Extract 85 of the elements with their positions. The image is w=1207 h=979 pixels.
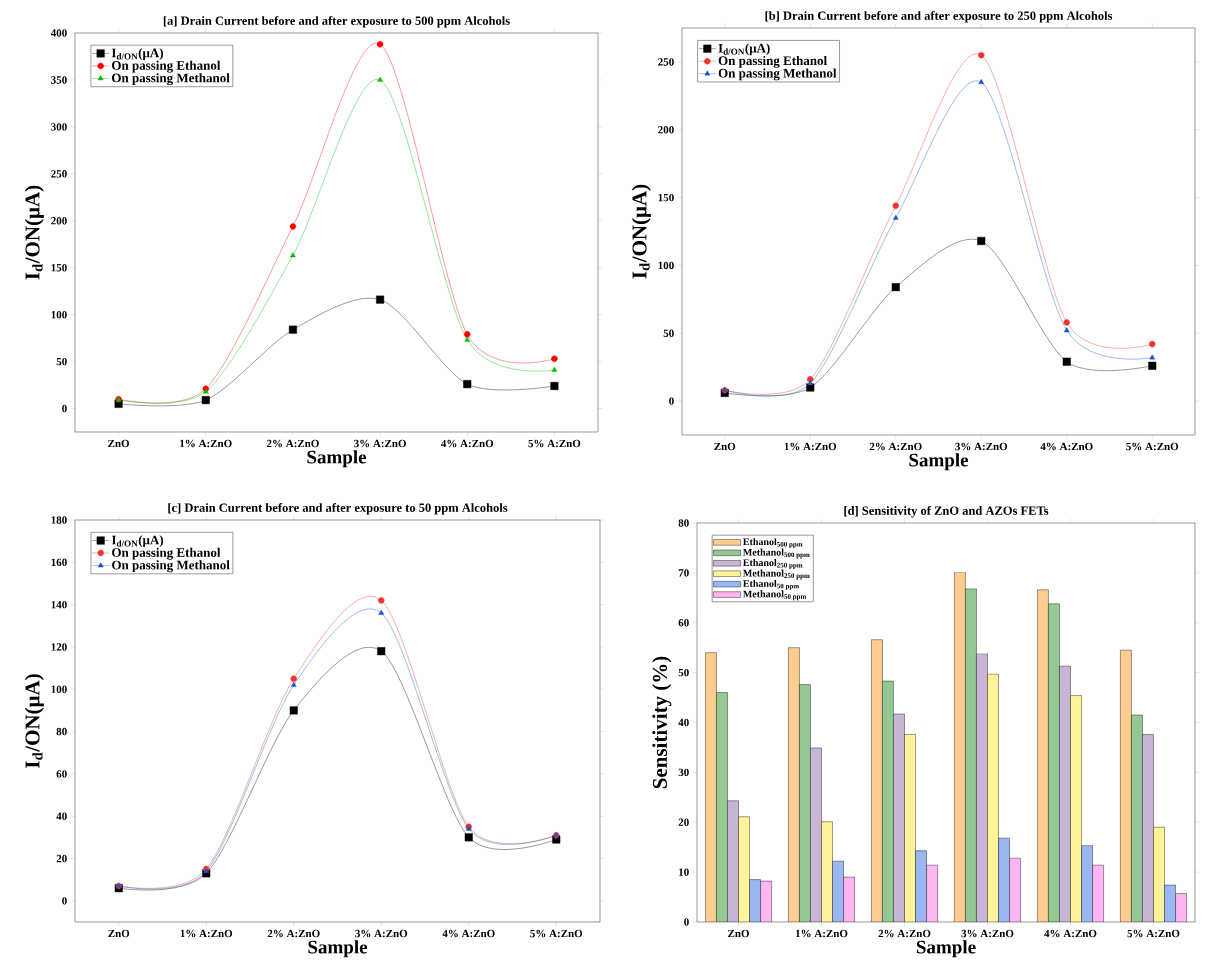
y-tick-label: 400 [50,29,67,37]
x-tick-label: 3% A:ZnO [961,929,1014,938]
y-tick-label: 50 [56,357,67,366]
legend-label: Ethanol$_{50 ppm}$ [743,579,799,590]
legend-label: I$_{d/ON}$(μA) [718,43,770,56]
y-tick-label: 300 [51,123,67,131]
y-tick-label: 40 [678,718,689,727]
chart-title: [b] Drain Current before and after exposure to 250 ppm Alcohols [765,11,1113,23]
x-axis-title: Sample [909,453,969,471]
y-tick-label: 100 [51,685,67,693]
legend-label: Methanol$_{50 ppm}$ [743,590,807,601]
y-axis-title: I$_{d}$/ON(μA) [24,185,44,280]
x-tick-label: 4% A:ZnO [1044,929,1097,938]
y-tick-label: 150 [658,193,674,202]
y-tick-label: 30 [678,768,689,777]
x-tick-label: ZnO [728,929,749,938]
legend-label: On passing Ethanol [718,55,827,68]
chart-title: [d] Sensitivity of ZnO and AZOs FETs [844,505,1049,518]
y-tick-label: 10 [679,868,689,876]
y-tick-label: 50 [678,668,689,677]
y-tick-label: 0 [62,897,67,905]
y-tick-label: 140 [51,600,67,609]
y-tick-label: 120 [51,643,67,651]
y-tick-label: 80 [678,519,689,527]
y-tick-label: 350 [51,76,67,84]
y-tick-label: 70 [678,569,689,577]
y-tick-label: 40 [56,812,67,820]
legend-label: Ethanol$_{250 ppm}$ [743,559,803,569]
legend-label: Methanol$_{250 ppm}$ [743,569,810,580]
legend-label: On passing Ethanol [112,60,221,73]
x-tick-label: ZnO [714,442,736,451]
y-tick-label: 250 [658,58,674,66]
x-tick-label: ZnO [108,439,130,448]
legend-label: On passing Methanol [112,560,230,573]
x-tick-label: 1% A:ZnO [180,929,233,938]
legend-label: Methanol$_{500 ppm}$ [743,548,810,559]
y-tick-label: 60 [678,619,689,627]
chart-title: [c] Drain Current before and after exposure to 50 ppm Alcohols [168,503,508,515]
x-tick-label: 2% A:ZnO [266,439,319,448]
legend-label: Ethanol$_{500 ppm}$ [743,538,803,549]
x-tick-label: 1% A:ZnO [180,439,232,448]
x-tick-label: 3% A:ZnO [354,439,406,448]
x-tick-label: 5% A:ZnO [528,439,581,448]
chart-title: [a] Drain Current before and after exposure to 500 ppm Alcohols [163,16,510,28]
y-tick-label: 0 [684,918,689,926]
legend-label: On passing Methanol [718,68,837,81]
y-tick-label: 20 [56,854,67,863]
y-tick-label: 20 [678,818,689,826]
x-tick-label: 2% A:ZnO [267,929,320,938]
x-tick-label: 3% A:ZnO [355,929,408,938]
y-tick-label: 100 [658,261,674,270]
y-tick-label: 200 [51,217,67,225]
y-axis-title: Sensitivity (%) [652,656,672,789]
y-tick-label: 160 [51,558,67,567]
y-axis-title: I$_{d}$/ON(μA) [24,674,44,768]
x-tick-label: 1% A:ZnO [795,929,848,938]
x-axis-title: Sample [307,450,367,468]
y-tick-label: 100 [51,310,67,319]
x-tick-label: 5% A:ZnO [1127,929,1180,938]
x-axis-title: Sample [916,940,976,958]
y-tick-label: 200 [658,126,674,134]
x-tick-label: 2% A:ZnO [878,929,931,938]
x-tick-label: 4% A:ZnO [440,439,494,448]
y-axis-title: I$_{d}$/ON(μA) [631,184,651,279]
y-tick-label: 60 [56,770,67,778]
y-tick-label: 150 [51,264,67,272]
x-tick-label: 2% A:ZnO [869,442,922,451]
y-tick-label: 250 [51,170,67,178]
x-tick-label: 3% A:ZnO [955,442,1008,451]
x-tick-label: 5% A:ZnO [1126,442,1179,451]
y-tick-label: 0 [62,404,67,413]
x-tick-label: ZnO [108,929,130,938]
legend-label: On passing Ethanol [112,547,221,560]
x-tick-label: 5% A:ZnO [530,929,583,938]
x-axis-title: Sample [308,940,368,958]
y-tick-label: 80 [56,727,67,736]
legend-label: On passing Methanol [112,73,230,86]
y-tick-label: 50 [663,329,674,337]
y-tick-label: 180 [51,516,67,524]
legend-label: I$_{d/ON}$(μA) [111,535,164,548]
y-tick-label: 0 [669,397,674,405]
x-tick-label: 1% A:ZnO [784,442,837,451]
legend-label: I$_{d/ON}$(μA) [111,48,164,60]
x-tick-label: 4% A:ZnO [442,929,495,938]
x-tick-label: 4% A:ZnO [1040,442,1093,451]
